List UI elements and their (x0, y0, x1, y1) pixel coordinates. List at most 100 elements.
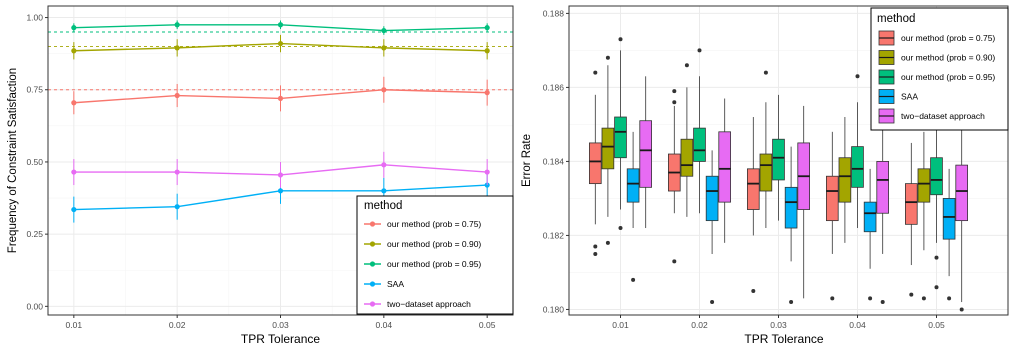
data-point (484, 169, 490, 175)
box (876, 161, 889, 214)
data-point (381, 27, 387, 34)
box (589, 142, 602, 185)
data-point (381, 87, 387, 93)
x-tick-label: 0.01 (612, 320, 629, 330)
left-x-ticks: 0.01 0.02 0.03 0.04 0.05 (66, 315, 496, 330)
box (680, 138, 694, 177)
box (955, 164, 968, 222)
outlier-point (763, 70, 768, 75)
boxplot (601, 55, 615, 245)
boxplot (614, 37, 627, 231)
data-point (381, 188, 387, 194)
legend-key-point (369, 281, 376, 287)
x-tick-label: 0.01 (66, 320, 83, 330)
right-x-ticks: 0.01 0.02 0.03 0.04 0.05 (612, 315, 945, 330)
data-point (174, 169, 180, 175)
legend-label: our method (prob = 0.90) (901, 53, 995, 63)
y-tick-label: 0.180 (543, 304, 565, 314)
outlier-point (959, 307, 964, 312)
box (759, 153, 773, 192)
legend-label: two−dataset approach (901, 111, 985, 121)
legend-key-point (369, 301, 376, 307)
data-point (484, 90, 490, 96)
y-tick-label: 0.188 (543, 8, 565, 18)
boxplot (693, 48, 706, 214)
outlier-point (934, 285, 939, 290)
y-tick-label: 0.186 (543, 82, 565, 92)
outlier-point (880, 300, 885, 305)
boxplot (863, 168, 877, 301)
outlier-point (672, 259, 677, 264)
box (905, 183, 918, 225)
outlier-point (855, 74, 860, 79)
legend-label: SAA (901, 92, 918, 102)
y-tick-label: 0.25 (26, 229, 43, 239)
data-point (71, 169, 77, 175)
y-tick-label: 0.50 (26, 157, 43, 167)
right-series-4 (639, 76, 968, 312)
box (826, 175, 839, 222)
outlier-point (618, 37, 623, 42)
boxplot (639, 76, 652, 229)
data-point (71, 48, 77, 54)
data-point (71, 25, 77, 31)
data-point (381, 162, 387, 168)
x-tick-label: 0.03 (272, 320, 289, 330)
data-point (71, 206, 77, 213)
left-series (71, 20, 490, 223)
outlier-point (605, 240, 610, 245)
data-point (277, 95, 284, 102)
right-boxes (589, 37, 968, 312)
outlier-point (684, 63, 689, 68)
boxplot (626, 131, 640, 282)
box (626, 168, 640, 203)
boxplot (772, 94, 785, 221)
boxplot (955, 117, 968, 312)
boxplot (851, 74, 864, 229)
boxplot (876, 124, 889, 305)
y-tick-label: 0.75 (26, 85, 43, 95)
x-tick-label: 0.04 (849, 320, 866, 330)
left-series-4 (71, 151, 490, 188)
outlier-point (868, 296, 873, 301)
box (601, 127, 615, 170)
y-tick-label: 0.182 (543, 230, 565, 240)
right-y-ticks: 0.180 0.182 0.184 0.186 0.188 (543, 8, 569, 314)
legend-label: our method (prob = 0.95) (387, 259, 481, 269)
box (863, 201, 877, 233)
outlier-point (697, 48, 702, 53)
legend-key-point (369, 241, 376, 247)
legend-label: our method (prob = 0.90) (387, 239, 481, 249)
boxplot (680, 63, 694, 217)
x-tick-label: 0.02 (691, 320, 708, 330)
x-tick-label: 0.03 (770, 320, 787, 330)
left-legend-items: our method (prob = 0.75) our method (prob… (364, 219, 481, 309)
left-y-axis-label: Frequency of Constraint Satisfaction (7, 68, 19, 253)
x-tick-label: 0.05 (928, 320, 945, 330)
boxplot (797, 105, 810, 299)
boxplot (826, 131, 839, 301)
boxplot (668, 89, 681, 264)
box (747, 168, 760, 210)
box (639, 120, 652, 188)
legend-key-point (369, 261, 376, 267)
legend-label: our method (prob = 0.95) (901, 72, 995, 82)
right-panel-border (568, 5, 1009, 316)
right-legend: method our method (prob = 0.75)our metho… (870, 7, 1009, 131)
data-point (277, 172, 284, 178)
box (917, 168, 931, 203)
legend-label: SAA (387, 279, 404, 289)
box (693, 127, 706, 162)
right-series-3 (626, 131, 956, 305)
right-series-1 (601, 55, 931, 301)
left-series-0 (71, 76, 490, 115)
left-legend-box (356, 195, 514, 315)
data-point (277, 188, 284, 194)
box (718, 131, 731, 203)
box (838, 157, 852, 203)
data-point (277, 22, 284, 28)
boxplot (838, 117, 852, 243)
outlier-point (921, 296, 926, 301)
left-legend: method our method (prob = 0.75)our metho… (356, 195, 514, 315)
